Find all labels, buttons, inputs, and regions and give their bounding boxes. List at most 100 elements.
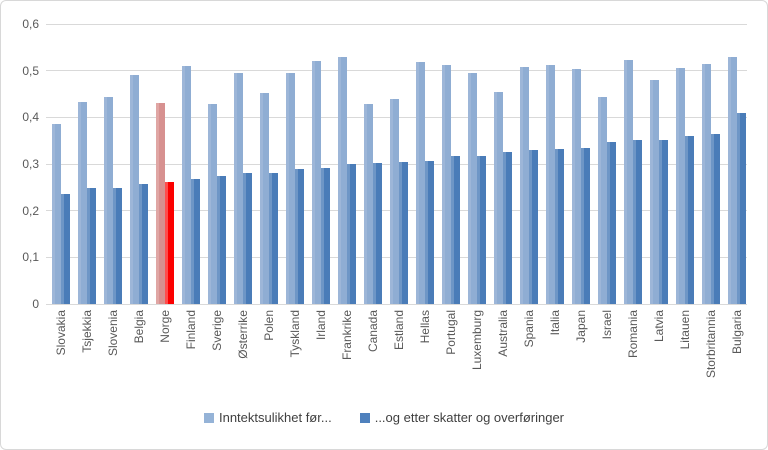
x-axis-category-label: Hellas	[418, 310, 432, 344]
legend-label-before: Inntektsulikhet før...	[218, 410, 332, 425]
bar-after-japan	[581, 147, 590, 304]
x-axis-category-label: Spania	[522, 310, 536, 348]
bar-after-spania	[529, 150, 538, 304]
bar-before-belgia	[130, 75, 139, 304]
legend: Inntektsulikhet før... ...og etter skatt…	[1, 410, 767, 425]
bar-after-sverige	[217, 176, 226, 304]
y-axis-tick-label: 0,4	[22, 110, 39, 125]
bar-after-storbritannia	[711, 133, 720, 304]
bar-before-polen	[260, 92, 269, 304]
y-axis-tick-label: 0,5	[22, 63, 39, 78]
bar-before-frankrike	[338, 56, 347, 304]
x-axis-category-label: Finland	[184, 310, 198, 350]
bar-before-tyskland	[286, 73, 295, 304]
legend-label-after: ...og etter skatter og overføringer	[374, 410, 565, 425]
bar-before-norge	[156, 103, 165, 304]
x-axis-category-label: Romania	[626, 310, 640, 359]
x-axis-category-label: Irland	[314, 310, 328, 341]
bar-before-slovakia	[52, 124, 61, 304]
x-axis-category-label: Polen	[262, 310, 276, 341]
legend-item-before: Inntektsulikhet før...	[203, 410, 332, 425]
bar-before-canada	[364, 104, 373, 304]
bar-after-israel	[607, 141, 616, 304]
bar-after-canada	[373, 162, 382, 304]
bar-before-spania	[520, 67, 529, 304]
bar-after-latvia	[659, 139, 668, 304]
x-axis-category-label: Tyskland	[288, 310, 302, 358]
x-axis-category-label: Norge	[158, 310, 172, 343]
x-axis-category-label: Frankrike	[340, 310, 354, 361]
gridline	[46, 70, 747, 72]
x-axis-category-label: Australia	[496, 310, 510, 357]
bar-before-luxemburg	[468, 73, 477, 304]
bar-after-romania	[633, 140, 642, 304]
bar-after-australia	[503, 152, 512, 304]
y-axis-tick-label: 0,3	[22, 157, 39, 171]
legend-marker-after	[359, 412, 370, 423]
x-axis-category-label: Slovenia	[106, 310, 120, 357]
x-axis-category-label: Tsjekkia	[80, 310, 94, 353]
y-axis-tick-label: 0	[32, 297, 39, 311]
x-axis-category-label: Bulgaria	[730, 310, 744, 355]
bar-after-slovakia	[61, 194, 70, 304]
bar-before-sverige	[208, 103, 217, 304]
x-axis-category-label: Portugal	[444, 310, 458, 355]
bar-after-hellas	[425, 161, 434, 304]
bar-before-latvia	[650, 80, 659, 304]
bar-before-israel	[598, 96, 607, 304]
x-axis-category-label: Japan	[574, 310, 588, 343]
bar-before-bulgaria	[728, 56, 737, 304]
bar-before-tsjekkia	[78, 102, 87, 304]
bar-before-portugal	[442, 64, 451, 304]
bar-before-romania	[624, 59, 633, 304]
bar-after-belgia	[139, 183, 148, 304]
x-axis-category-label: Litauen	[678, 310, 692, 350]
bar-before-irland	[312, 60, 321, 304]
x-axis-category-label: Israel	[600, 310, 614, 340]
x-axis-category-label: Canada	[366, 310, 380, 353]
x-axis-category-label: Storbritannia	[704, 310, 718, 379]
y-axis-tick-label: 0,1	[22, 250, 39, 265]
bar-after-polen	[269, 172, 278, 304]
bar-before-storbritannia	[702, 63, 711, 304]
bar-before-slovenia	[104, 97, 113, 304]
x-axis-category-label: Belgia	[132, 310, 146, 344]
bar-after-slovenia	[113, 187, 122, 304]
x-axis-category-label: Luxemburg	[470, 310, 484, 371]
bar-after-italia	[555, 149, 564, 304]
bar-after-finland	[191, 179, 200, 304]
y-axis-tick-label: 0,2	[22, 203, 39, 218]
bar-after-bulgaria	[737, 113, 746, 304]
gridline	[46, 303, 747, 305]
gridline	[46, 23, 747, 25]
x-axis-category-label: Sverige	[210, 310, 224, 351]
bar-after-irland	[321, 167, 330, 304]
bar-before-hellas	[416, 62, 425, 304]
bar-after-portugal	[451, 156, 460, 304]
bar-after-norge	[165, 182, 174, 304]
bar-before-estland	[390, 98, 399, 304]
x-axis-category-label: Slovakia	[54, 310, 68, 356]
legend-marker-before	[203, 412, 214, 423]
bar-after-estland	[399, 161, 408, 304]
bar-after-luxemburg	[477, 155, 486, 304]
bar-before-østerrike	[234, 73, 243, 304]
x-axis-category-label: Latvia	[652, 310, 666, 343]
bar-after-litauen	[685, 136, 694, 304]
bar-before-australia	[494, 92, 503, 304]
bar-after-østerrike	[243, 173, 252, 304]
x-axis-category-label: Østerrike	[236, 310, 250, 359]
bar-before-litauen	[676, 68, 685, 304]
bar-before-japan	[572, 69, 581, 304]
plot-area	[46, 23, 747, 305]
bar-before-finland	[182, 66, 191, 304]
bar-after-tyskland	[295, 169, 304, 304]
bar-after-frankrike	[347, 163, 356, 304]
x-axis-category-label: Estland	[392, 310, 406, 351]
legend-item-after: ...og etter skatter og overføringer	[359, 410, 565, 425]
y-axis-tick-label: 0,6	[22, 17, 39, 31]
bar-after-tsjekkia	[87, 188, 96, 304]
bar-before-italia	[546, 65, 555, 304]
x-axis-category-label: Italia	[548, 310, 562, 336]
